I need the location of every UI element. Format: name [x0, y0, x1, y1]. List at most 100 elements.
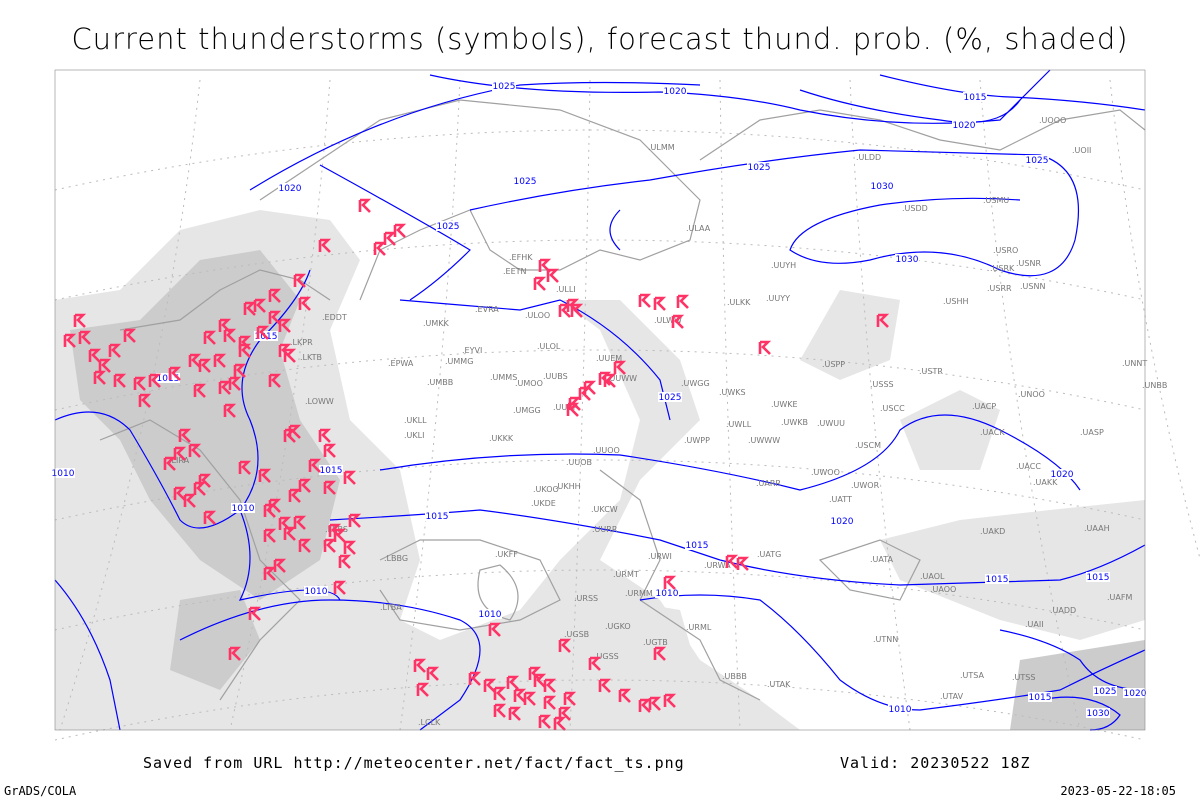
isobar-label: 1010 [52, 469, 75, 479]
thunderstorm-icon [413, 658, 427, 673]
thunderstorm-icon [263, 503, 277, 518]
thunderstorm-icon [513, 688, 527, 703]
station-label: .UBBB [722, 672, 747, 681]
thunderstorm-icon [163, 456, 177, 471]
lat-lon-grid [54, 79, 1200, 741]
thunderstorm-icon [508, 706, 522, 721]
thunderstorm-icon [228, 376, 242, 391]
thunderstorm-icon [416, 682, 430, 697]
isobar-label: 1020 [831, 517, 854, 527]
thunderstorm-icon [268, 310, 282, 325]
thunderstorm-icon [578, 386, 592, 401]
thunderstorm-icon [543, 695, 557, 710]
station-label: .UMMS [490, 373, 517, 382]
station-label: .UMGG [513, 406, 541, 415]
station-label: .URMT [613, 570, 639, 579]
station-label: .UKOO [533, 485, 559, 494]
thunderstorm-icon [193, 481, 207, 496]
thunderstorm-icon [108, 343, 122, 358]
station-label: .UGKO [605, 622, 631, 631]
station-label: .URMM [625, 589, 653, 598]
thunderstorm-icon [278, 318, 292, 333]
station-label: .UNOO [1018, 390, 1045, 399]
thunderstorm-icon [333, 528, 347, 543]
station-label: .USTR [919, 367, 943, 376]
thunderstorm-icon [243, 301, 257, 316]
thunderstorm-icon [348, 513, 362, 528]
isobar-label-bg [492, 81, 516, 91]
isobar-label-bg [663, 86, 687, 96]
thunderstorm-icon [308, 458, 322, 473]
thunderstorm-icon [168, 366, 182, 381]
thunderstorm-icon [558, 638, 572, 653]
isobar-label-bg [1086, 708, 1110, 718]
thunderstorm-icon [98, 358, 112, 373]
isobar-label: 1015 [426, 512, 449, 522]
thunderstorm-icon [283, 526, 297, 541]
thunderstorm-icon [523, 691, 537, 706]
station-label: .USRR [987, 284, 1012, 293]
station-label: .UGTB [643, 638, 668, 647]
isobar-label-bg [156, 373, 180, 383]
thunderstorm-icon [178, 428, 192, 443]
thunderstorm-icon [563, 691, 577, 706]
thunderstorm-icon [193, 383, 207, 398]
thunderstorm-icon [876, 313, 890, 328]
isobar-label: 1015 [157, 374, 180, 384]
isobar-label: 1010 [232, 504, 255, 514]
thunderstorm-icon [218, 380, 232, 395]
thunderstorm-icon [298, 296, 312, 311]
thunderstorm-icon [653, 296, 667, 311]
thunderstorm-icon [253, 298, 267, 313]
station-label: .UTNN [873, 635, 898, 644]
station-label: .EDDT [322, 313, 347, 322]
isobar-label-bg [436, 221, 460, 231]
station-label: .LOWW [305, 397, 334, 406]
thunderstorm-icon [73, 313, 87, 328]
isobar-label: 1015 [1087, 573, 1110, 583]
isobar-label: 1020 [953, 121, 976, 131]
thunderstorm-icon [213, 353, 227, 368]
thunderstorm-icon [588, 656, 602, 671]
thunderstorm-icon [598, 371, 612, 386]
station-label: .UAKK [1033, 478, 1058, 487]
thunderstorm-icon [173, 446, 187, 461]
isobar-label: 1025 [514, 177, 537, 187]
station-label: .USPP [822, 360, 845, 369]
thunderstorm-icon [183, 493, 197, 508]
thunderstorm-icon [248, 606, 262, 621]
thunderstorm-icon [113, 373, 127, 388]
station-label: .UTSS [1012, 673, 1035, 682]
station-label: .EVRA [475, 305, 499, 314]
station-label: .UTSA [960, 671, 985, 680]
thunderstorm-icon [638, 698, 652, 713]
probability-area-high [170, 590, 260, 690]
thunderstorm-icon [528, 666, 542, 681]
thunderstorm-icon [293, 273, 307, 288]
thunderstorm-icon [148, 373, 162, 388]
station-label: .EFHK [509, 253, 533, 262]
thunderstorm-icon [546, 268, 560, 283]
valid-time: Valid: 20230522 18Z [840, 754, 1031, 772]
station-label: .UUEM [596, 354, 622, 363]
thunderstorm-icon [323, 480, 337, 495]
station-label: .UTAV [940, 692, 964, 701]
station-label: .UGSS [594, 652, 619, 661]
thunderstorm-icon [493, 686, 507, 701]
isobar-label: 1025 [437, 222, 460, 232]
station-label: .LBBG [384, 554, 408, 563]
station-label: .UATT [829, 495, 852, 504]
station-label: .UATA [870, 555, 894, 564]
thunderstorm-icon [333, 580, 347, 595]
thunderstorm-icon [263, 528, 277, 543]
station-label: .UWPP [684, 436, 710, 445]
thunderstorm-icon [533, 673, 547, 688]
thunderstorm-icon [318, 428, 332, 443]
station-label: .UWGG [681, 379, 710, 388]
station-label: .ULMM [648, 143, 675, 152]
thunderstorm-icon [338, 554, 352, 569]
thunderstorm-icon [238, 460, 252, 475]
station-label: .UNBB [1142, 381, 1167, 390]
isobar-label-bg [1028, 692, 1052, 702]
station-label: .USCM [855, 441, 881, 450]
